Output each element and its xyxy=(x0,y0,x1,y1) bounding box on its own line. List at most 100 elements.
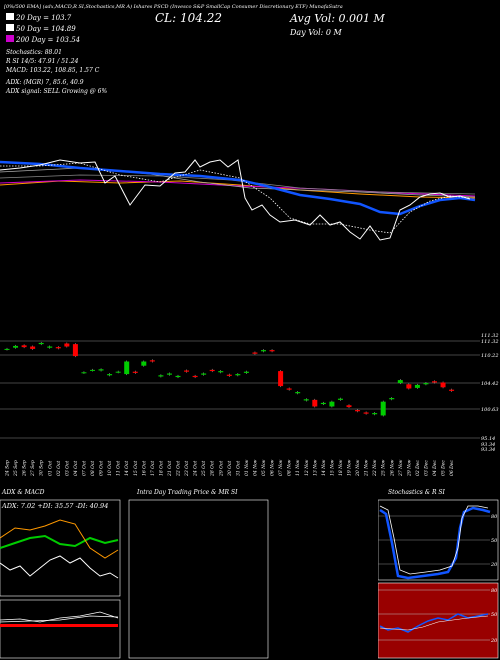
candle xyxy=(235,374,241,376)
date-label: 04 Dec xyxy=(432,460,438,476)
ema50-swatch xyxy=(6,24,14,31)
candle xyxy=(47,346,53,348)
date-label: 05 Nov xyxy=(261,459,267,476)
candles xyxy=(4,341,455,417)
date-label: 13 Nov xyxy=(312,459,318,476)
date-label: 01 Nov xyxy=(244,459,250,476)
date-label: 24 Sep xyxy=(5,460,11,477)
date-label: 07 Oct xyxy=(81,461,87,476)
stoch-d-line xyxy=(379,505,489,575)
date-label: 14 Nov xyxy=(321,459,327,476)
price-axis: 111.32 111.32 110.22 104.42 100.63 95.14… xyxy=(481,333,499,453)
intraday-panel: Intra Day Trading Price & MR SI xyxy=(127,488,272,660)
day-volume: Day Vol: 0 M xyxy=(289,28,343,37)
candle xyxy=(269,350,275,352)
candle xyxy=(372,413,378,415)
date-axis: 24 Sep 25 Sep 26 Sep 27 Sep 30 Sep 01 Oct 02 O… xyxy=(5,459,456,477)
date-label: 01 Oct xyxy=(47,461,53,476)
ema50-label: 50 Day = 104.89 xyxy=(16,25,76,33)
date-label: 04 Oct xyxy=(73,461,79,476)
candle xyxy=(312,399,318,407)
candle xyxy=(72,344,78,357)
date-label: 11 Nov xyxy=(295,459,301,476)
date-label: 07 Nov xyxy=(278,459,284,476)
price-line-white xyxy=(0,159,471,241)
date-label: 18 Oct xyxy=(158,461,164,476)
date-label: 25 Oct xyxy=(201,461,207,477)
date-label: 30 Oct xyxy=(227,461,233,476)
candle xyxy=(252,352,258,354)
close-price: CL: 104.22 xyxy=(155,11,222,25)
ema200-label: 200 Day = 103.54 xyxy=(15,36,80,44)
candle xyxy=(329,401,335,407)
candle xyxy=(98,369,104,371)
candle xyxy=(30,346,36,349)
intraday-title: Intra Day Trading Price & MR SI xyxy=(136,489,238,496)
candle xyxy=(449,389,455,391)
adx-minus-di xyxy=(0,519,119,559)
adx-panel-title: ADX & MACD xyxy=(1,489,45,496)
date-label: 24 Oct xyxy=(193,461,199,477)
date-label: 12 Nov xyxy=(304,459,310,476)
candle xyxy=(346,405,352,408)
candle xyxy=(21,345,27,348)
main-chart: [0%/500 EMA] (adx,MACD,R SI,Stochastics,… xyxy=(0,3,499,477)
date-label: 14 Oct xyxy=(124,461,130,476)
date-label: 17 Oct xyxy=(150,461,156,476)
price-label: 93.34 xyxy=(481,447,495,453)
date-label: 18 Nov xyxy=(338,459,344,476)
candle xyxy=(166,373,172,375)
candle xyxy=(320,402,326,405)
candle xyxy=(64,343,70,347)
date-label: 02 Oct xyxy=(56,461,62,476)
adx-signal: ADX signal: SELL Growing @ 6% xyxy=(5,88,107,95)
date-label: 21 Nov xyxy=(364,459,370,477)
candle xyxy=(337,398,343,400)
candle xyxy=(389,398,395,400)
date-label: 27 Sep xyxy=(30,460,36,477)
candle xyxy=(81,372,87,374)
date-label: 23 Oct xyxy=(184,461,190,477)
candle xyxy=(124,361,130,375)
candle xyxy=(414,384,420,388)
date-label: 25 Sep xyxy=(13,460,19,477)
date-label: 26 Sep xyxy=(22,460,28,477)
ema200-swatch xyxy=(6,35,14,42)
stoch-k-line xyxy=(379,506,491,580)
candle xyxy=(107,374,113,376)
adx-box xyxy=(0,499,121,597)
adx-readout: ADX: 7.02 +DI: 35.57 -DI: 40.94 xyxy=(1,502,108,510)
date-label: 10 Oct xyxy=(107,461,113,476)
date-label: 22 Oct xyxy=(176,461,182,477)
date-label: 15 Nov xyxy=(329,459,335,476)
rsi-stat: R SI 14/5: 47.91 / 51.24 xyxy=(5,58,79,65)
ema20-label: 20 Day = 103.7 xyxy=(15,14,72,22)
date-label: 21 Oct xyxy=(167,461,173,477)
candle xyxy=(90,369,95,371)
price-label: 95.14 xyxy=(481,436,495,442)
rsi-signal-line xyxy=(379,615,489,631)
candle xyxy=(4,348,10,350)
adx-macd-panel: ADX & MACD ADX: 7.02 +DI: 35.57 -DI: 40.… xyxy=(0,488,122,660)
candle xyxy=(440,382,446,388)
top-strip: [0%/500 EMA] (adx,MACD,R SI,Stochastics,… xyxy=(4,3,343,10)
date-label: 22 Nov xyxy=(372,459,378,477)
candle xyxy=(13,345,19,348)
candle xyxy=(226,374,232,376)
date-label: 28 Oct xyxy=(210,461,216,477)
candle xyxy=(201,373,207,375)
date-label: 03 Oct xyxy=(64,461,70,476)
intraday-box xyxy=(128,499,269,659)
stochastics-stat: Stochastics: 88.01 xyxy=(6,49,62,56)
date-label: 29 Oct xyxy=(218,461,224,477)
candle xyxy=(175,375,181,378)
candle xyxy=(115,371,121,373)
date-label: 25 Nov xyxy=(381,459,387,477)
avg-volume: Avg Vol: 0.001 M xyxy=(289,12,386,25)
adx-line xyxy=(0,555,119,579)
candle xyxy=(261,350,266,352)
stoch-tick: 20 xyxy=(490,562,498,568)
candle xyxy=(38,342,44,345)
candle xyxy=(406,384,412,389)
ema-orange-line xyxy=(0,180,476,199)
